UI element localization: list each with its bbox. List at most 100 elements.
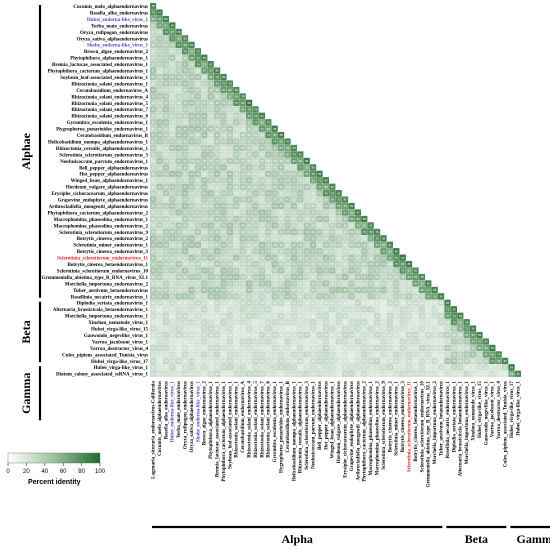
- cell-value: 78: [292, 146, 296, 150]
- heatmap-cell: [175, 293, 182, 300]
- row-label: Hygrophorus_penarioides_endornavirus_1: [56, 128, 148, 133]
- cell-value: 70: [312, 172, 316, 176]
- cell-value: 25: [241, 262, 245, 266]
- cell-value: 28: [209, 101, 213, 105]
- cell-value: 15: [177, 346, 181, 350]
- cell-value: 20: [459, 346, 463, 350]
- cell-value: 39: [190, 75, 194, 79]
- column-label: Winged_bean_alphaendornavirus_1: [331, 381, 336, 459]
- cell-value: 15: [158, 320, 162, 324]
- heatmap-cell: [316, 202, 323, 210]
- cell-value: 72: [254, 114, 258, 118]
- cell-value: 41: [228, 224, 232, 228]
- heatmap-cell: [150, 67, 157, 74]
- cell-value: 23: [254, 365, 258, 369]
- heatmap-cell: [194, 331, 201, 339]
- heatmap-cell: [316, 293, 323, 300]
- cell-value: 35: [216, 140, 220, 144]
- heatmap-cell: [156, 183, 163, 190]
- cell-value: 41: [164, 294, 168, 298]
- cell-value: 30: [152, 114, 156, 118]
- heatmap-cell: [290, 254, 297, 261]
- heatmap-cell: [367, 299, 374, 306]
- heatmap-cell: [239, 202, 246, 210]
- row-label: Tuber_aestivum_betaendornavirus: [73, 289, 148, 294]
- cell-value: 42: [158, 120, 162, 124]
- heatmap-cell: [444, 319, 451, 326]
- cell-value: 34: [350, 288, 354, 292]
- heatmap-cell: [393, 319, 400, 326]
- heatmap-cell: [194, 248, 201, 255]
- heatmap-cell: [201, 157, 208, 165]
- cell-value: 30: [312, 217, 316, 221]
- cell-value: 28: [376, 359, 380, 363]
- cell-value: 79: [241, 95, 245, 99]
- heatmap-cell: [201, 235, 208, 242]
- cell-value: 18: [209, 365, 213, 369]
- heatmap-cell: [182, 67, 189, 74]
- cell-value: 38: [222, 288, 226, 292]
- heatmap-cell: [265, 306, 272, 313]
- cell-value: 20: [312, 198, 316, 202]
- heatmap-cell: [188, 144, 195, 152]
- cell-value: 38: [196, 114, 200, 118]
- heatmap-cell: [278, 209, 285, 216]
- heatmap-cell: [220, 267, 227, 274]
- heatmap-cell: [425, 364, 432, 371]
- heatmap-cell: [386, 267, 393, 274]
- heatmap-cell: [156, 209, 163, 216]
- heatmap-cell: [374, 261, 381, 268]
- heatmap-cell: [290, 319, 297, 326]
- heatmap-cell: [278, 286, 285, 294]
- heatmap-cell: [431, 370, 438, 377]
- cell-value: 16: [164, 365, 168, 369]
- cell-value: 41: [228, 230, 232, 234]
- heatmap-cell: [393, 344, 400, 352]
- cell-value: 19: [196, 340, 200, 344]
- heatmap-cell: [201, 67, 208, 74]
- heatmap-cell: [482, 364, 489, 371]
- cell-value: 15: [440, 340, 444, 344]
- cell-value: 22: [260, 153, 264, 157]
- cell-value: 21: [235, 365, 239, 369]
- cell-value: 29: [401, 294, 405, 298]
- cell-value: 20: [292, 340, 296, 344]
- cell-value: 19: [427, 359, 431, 363]
- heatmap-cell: [322, 273, 329, 281]
- cell-value: 23: [152, 365, 156, 369]
- heatmap-cell: [207, 86, 214, 94]
- cell-value: 41: [184, 204, 188, 208]
- heatmap-cell: [246, 235, 253, 242]
- cell-value: 23: [324, 340, 328, 344]
- heatmap-cell: [182, 338, 189, 345]
- cell-value: 25: [350, 275, 354, 279]
- cell-value: 30: [280, 262, 284, 266]
- heatmap-cell: [207, 364, 214, 371]
- heatmap-cell: [207, 196, 214, 203]
- heatmap-cell: [239, 177, 246, 184]
- heatmap-cell: [386, 280, 393, 287]
- cell-value: 20: [305, 288, 309, 292]
- cell-value: 28: [152, 30, 156, 34]
- heatmap-cell: [335, 215, 342, 223]
- heatmap-cell: [374, 331, 381, 339]
- heatmap-cell: [226, 286, 233, 294]
- heatmap-cell: [252, 306, 259, 313]
- cell-value: 27: [196, 185, 200, 189]
- heatmap-cell: [310, 344, 317, 352]
- cell-value: 32: [177, 191, 181, 195]
- heatmap-cell: [316, 261, 323, 268]
- cell-value: 36: [286, 178, 290, 182]
- heatmap-cell: [201, 370, 208, 377]
- cell-value: 32: [318, 282, 322, 286]
- cell-value: 35: [203, 198, 207, 202]
- heatmap-cell: [188, 73, 195, 81]
- heatmap-cell: [316, 254, 323, 261]
- heatmap-cell: [303, 183, 310, 190]
- cell-value: 19: [273, 314, 277, 318]
- cell-value: 25: [196, 204, 200, 208]
- heatmap-cell: [425, 370, 432, 377]
- heatmap-cell: [354, 241, 361, 248]
- heatmap-cell: [169, 164, 176, 171]
- column-label: Phytophthora_cactorum_alphaendornavirus_…: [363, 381, 368, 482]
